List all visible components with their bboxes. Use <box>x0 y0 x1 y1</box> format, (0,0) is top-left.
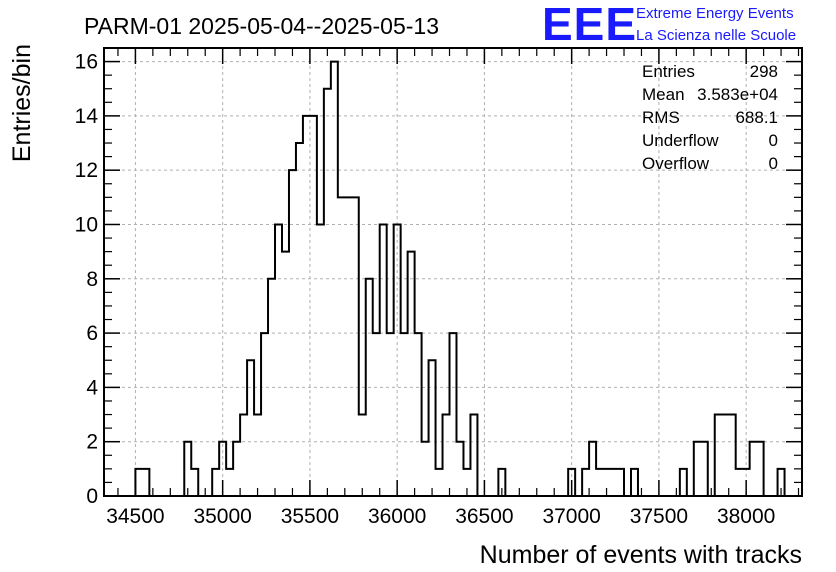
histogram-step <box>567 467 577 496</box>
stats-entries-value: 298 <box>750 62 778 81</box>
histogram-step <box>678 467 688 496</box>
y-tick-label: 0 <box>86 485 98 508</box>
y-tick-label: 2 <box>86 431 98 454</box>
histogram-step <box>776 467 786 496</box>
stats-overflow-label: Overflow <box>642 154 710 173</box>
x-tick-label: 37500 <box>630 505 688 528</box>
histogram-series <box>134 60 786 496</box>
plot-frame-rect <box>103 47 803 497</box>
stats-overflow-value: 0 <box>769 154 778 173</box>
x-tick-label: 34500 <box>106 505 164 528</box>
chart-title: PARM-01 2025-05-04--2025-05-13 <box>84 13 439 39</box>
histogram-step <box>713 413 765 496</box>
eee-logo-line1: Extreme Energy Events <box>636 5 794 22</box>
x-tick-label: 38000 <box>717 505 775 528</box>
stats-box: Entries 298 Mean 3.583e+04 RMS 688.1 Und… <box>642 62 778 173</box>
stats-mean-value: 3.583e+04 <box>697 85 778 104</box>
histogram-step <box>629 467 639 496</box>
y-tick-label: 6 <box>86 322 98 345</box>
x-tick-label: 37000 <box>542 505 600 528</box>
histogram-step <box>497 467 507 496</box>
eee-logo-line2: La Scienza nelle Scuole <box>636 27 796 44</box>
plot-frame <box>103 47 803 497</box>
stats-underflow-value: 0 <box>769 131 778 150</box>
y-tick-label: 16 <box>75 51 98 74</box>
y-tick-label: 10 <box>75 213 98 236</box>
x-tick-label: 35000 <box>193 505 251 528</box>
x-axis: 34500 35000 35500 36000 36500 37000 37500 38000 <box>106 48 800 528</box>
y-tick-label: 8 <box>86 268 98 291</box>
x-tick-label: 36500 <box>455 505 513 528</box>
x-axis-title: Number of events with tracks <box>480 541 802 569</box>
y-axis-title: Entries/bin <box>8 44 36 162</box>
histogram-step <box>581 440 626 496</box>
eee-logo-mark: EEE <box>542 0 637 50</box>
histogram-step <box>692 440 709 496</box>
histogram-step <box>134 467 151 496</box>
histogram-step <box>183 440 200 496</box>
stats-rms-label: RMS <box>642 108 680 127</box>
stats-rms-value: 688.1 <box>735 108 778 127</box>
histogram-step <box>211 60 479 496</box>
stats-underflow-label: Underflow <box>642 131 719 150</box>
x-tick-label: 35500 <box>281 505 339 528</box>
x-tick-label: 36000 <box>368 505 426 528</box>
y-axis: 0 2 4 6 8 10 12 14 16 <box>75 51 802 508</box>
stats-entries-label: Entries <box>642 62 695 81</box>
y-tick-label: 12 <box>75 159 98 182</box>
stats-mean-label: Mean <box>642 85 685 104</box>
eee-logo: EEE Extreme Energy Events La Scienza nel… <box>542 0 796 50</box>
y-tick-label: 4 <box>86 376 98 399</box>
y-tick-label: 14 <box>75 105 99 128</box>
